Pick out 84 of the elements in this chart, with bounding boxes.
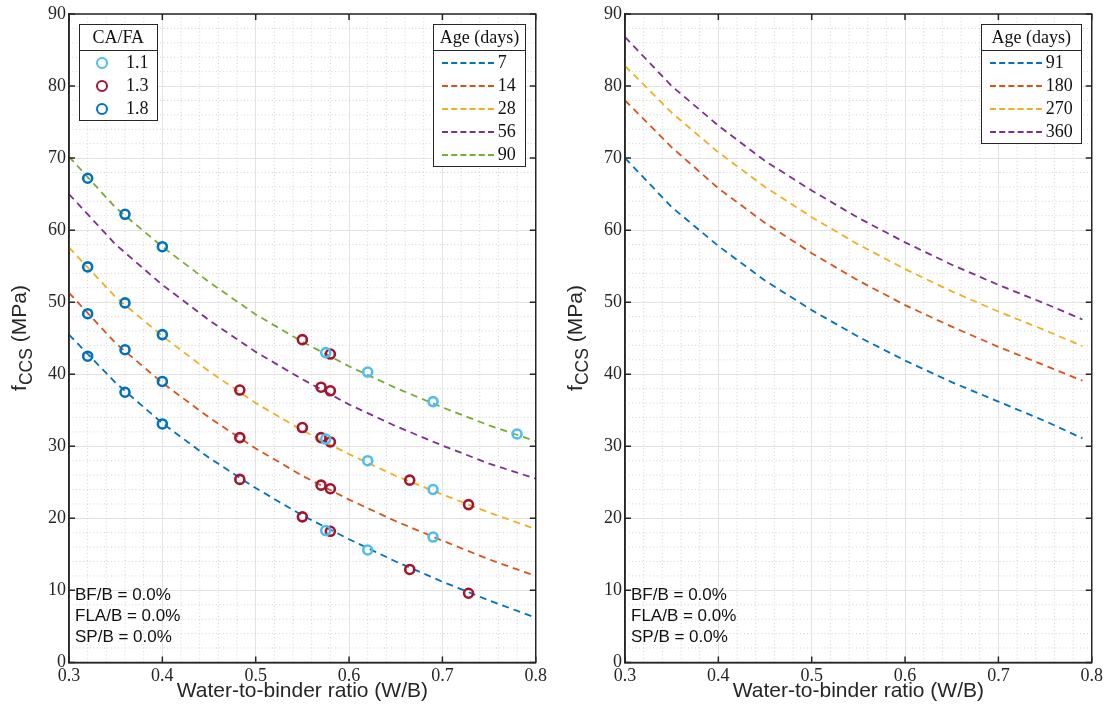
y-tick-label: 10 bbox=[604, 579, 622, 600]
legend-label: 56 bbox=[497, 121, 516, 142]
point bbox=[296, 333, 309, 346]
x-tick-label: 0.8 bbox=[1080, 664, 1103, 685]
x-tick-label: 0.7 bbox=[987, 664, 1010, 685]
y-tick-label: 90 bbox=[604, 2, 622, 23]
legend-label: 270 bbox=[1045, 98, 1073, 119]
point bbox=[156, 328, 169, 341]
point bbox=[403, 474, 416, 486]
annotation: SP/B = 0.0% bbox=[75, 627, 172, 647]
point bbox=[119, 343, 131, 356]
point bbox=[234, 431, 246, 444]
point bbox=[234, 473, 246, 486]
annotation: BF/B = 0.0% bbox=[75, 585, 171, 605]
point bbox=[361, 454, 374, 467]
y-tick-label: 40 bbox=[604, 362, 622, 383]
y-tick-label: 70 bbox=[604, 146, 622, 167]
legend-label: 180 bbox=[1045, 75, 1073, 96]
legend-label: 7 bbox=[497, 52, 507, 73]
point bbox=[403, 563, 416, 576]
line-series bbox=[69, 193, 536, 480]
point bbox=[427, 483, 439, 496]
point bbox=[511, 428, 523, 440]
annotation: BF/B = 0.0% bbox=[631, 585, 727, 605]
point bbox=[319, 524, 332, 537]
point bbox=[119, 297, 131, 309]
legend-label: 1.3 bbox=[126, 75, 149, 96]
legend-label: 1.1 bbox=[126, 52, 149, 73]
point bbox=[427, 531, 439, 543]
point bbox=[156, 418, 169, 430]
x-tick-label: 0.7 bbox=[431, 664, 454, 685]
legend-label: 90 bbox=[497, 144, 516, 165]
annotation: FLA/B = 0.0% bbox=[631, 606, 737, 626]
y-tick-label: 60 bbox=[604, 218, 622, 239]
point bbox=[324, 384, 337, 397]
point bbox=[324, 482, 337, 495]
point bbox=[361, 366, 374, 378]
y-tick-label: 90 bbox=[48, 2, 66, 23]
legend-title: Age (days) bbox=[981, 25, 1081, 51]
legend-label: 91 bbox=[1045, 52, 1064, 73]
x-tick-label: 0.8 bbox=[524, 664, 547, 685]
point bbox=[462, 498, 475, 511]
point bbox=[156, 375, 169, 388]
point bbox=[361, 544, 374, 556]
y-tick-label: 20 bbox=[604, 507, 622, 528]
point bbox=[156, 240, 169, 253]
annotation: SP/B = 0.0% bbox=[631, 627, 728, 647]
point bbox=[427, 395, 439, 408]
y-tick-label: 30 bbox=[604, 435, 622, 455]
point bbox=[81, 261, 94, 273]
legend-label: 360 bbox=[1045, 121, 1073, 142]
point bbox=[319, 433, 332, 445]
line-series bbox=[625, 157, 1084, 440]
line-series bbox=[625, 99, 1084, 382]
point bbox=[296, 421, 309, 434]
x-tick-label: 0.4 bbox=[151, 664, 174, 685]
point bbox=[81, 172, 94, 185]
legend-label: 1.8 bbox=[126, 98, 149, 119]
point bbox=[319, 346, 332, 359]
y-tick-label: 30 bbox=[48, 435, 66, 455]
y-tick-label: 60 bbox=[48, 218, 66, 239]
legend-label: 28 bbox=[497, 98, 516, 119]
y-tick-label: 20 bbox=[48, 507, 66, 528]
y-tick-label: 80 bbox=[604, 74, 622, 95]
y-tick-label: 10 bbox=[48, 579, 66, 600]
y-tick-label: 40 bbox=[48, 362, 66, 383]
y-tick-label: 50 bbox=[48, 290, 66, 311]
point bbox=[119, 208, 131, 221]
legend-label: 14 bbox=[497, 75, 516, 96]
y-tick-label: 50 bbox=[604, 290, 622, 311]
point bbox=[462, 587, 475, 600]
point bbox=[315, 479, 327, 491]
point bbox=[315, 381, 327, 393]
point bbox=[296, 511, 309, 523]
point bbox=[119, 386, 131, 399]
annotation: CA/FA bbox=[80, 25, 157, 51]
annotation: FLA/B = 0.0% bbox=[75, 606, 181, 626]
point bbox=[81, 350, 94, 363]
x-tick-label: 0.4 bbox=[707, 664, 730, 685]
legend-title: Age (days) bbox=[433, 25, 526, 51]
point bbox=[234, 384, 246, 396]
y-tick-label: 70 bbox=[48, 146, 66, 167]
y-tick-label: 80 bbox=[48, 74, 66, 95]
point bbox=[81, 307, 94, 320]
